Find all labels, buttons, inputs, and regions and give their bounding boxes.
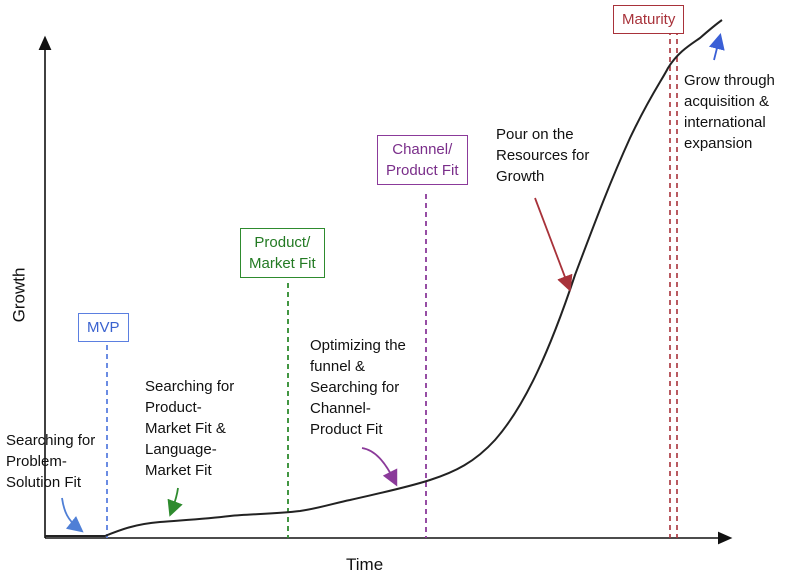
product-arrow <box>167 487 183 517</box>
note-line: Product Fit <box>310 421 383 438</box>
note-line: Searching for <box>310 379 400 396</box>
note-line: international <box>684 114 766 131</box>
note-line: acquisition & <box>684 93 770 110</box>
note-line: Searching for <box>6 432 96 449</box>
note-line: Product- <box>145 399 202 416</box>
note-line: Grow through <box>684 72 775 89</box>
mvp-box: MVP <box>78 313 129 342</box>
maturity-box: Maturity <box>613 5 685 34</box>
note-line: Market Fit & <box>145 420 226 437</box>
funnel-note: Optimizing the funnel & Searching for Ch… <box>310 335 406 440</box>
mvp-box-line: MVP <box>87 319 120 336</box>
channel-box-line: Product Fit <box>386 162 459 179</box>
note-line: Growth <box>496 168 545 185</box>
problem-solution-note: Searching for Problem- Solution Fit <box>6 430 95 493</box>
product-market-note: Searching for Product- Market Fit & Lang… <box>145 376 234 481</box>
note-line: Resources for <box>496 147 590 164</box>
grow-arrow <box>708 33 725 61</box>
funnel-arrow <box>361 447 398 487</box>
note-line: Optimizing the <box>310 337 406 354</box>
note-line: funnel & <box>310 358 366 375</box>
pmf-box-line: Product/ <box>254 234 311 251</box>
note-line: expansion <box>684 135 753 152</box>
resources-note: Pour on the Resources for Growth <box>496 124 589 187</box>
resources-arrow <box>534 197 573 292</box>
note-line: Searching for <box>145 378 235 395</box>
channel-box-line: Channel/ <box>392 141 453 158</box>
pmf-box-line: Market Fit <box>249 255 316 272</box>
pmf-box: Product/ Market Fit <box>240 228 325 278</box>
growth-curve <box>45 19 723 537</box>
grow-note: Grow through acquisition & international… <box>684 70 775 154</box>
y-axis-label: Growth <box>9 267 29 323</box>
note-line: Channel- <box>310 400 371 417</box>
x-axis-label: Time <box>346 555 384 574</box>
note-line: Problem- <box>6 453 67 470</box>
note-line: Language- <box>145 441 217 458</box>
channel-box: Channel/ Product Fit <box>377 135 468 185</box>
problem-arrow <box>61 497 84 533</box>
note-line: Pour on the <box>496 126 574 143</box>
maturity-box-line: Maturity <box>622 11 676 28</box>
note-line: Solution Fit <box>6 474 82 491</box>
note-line: Market Fit <box>145 462 212 479</box>
